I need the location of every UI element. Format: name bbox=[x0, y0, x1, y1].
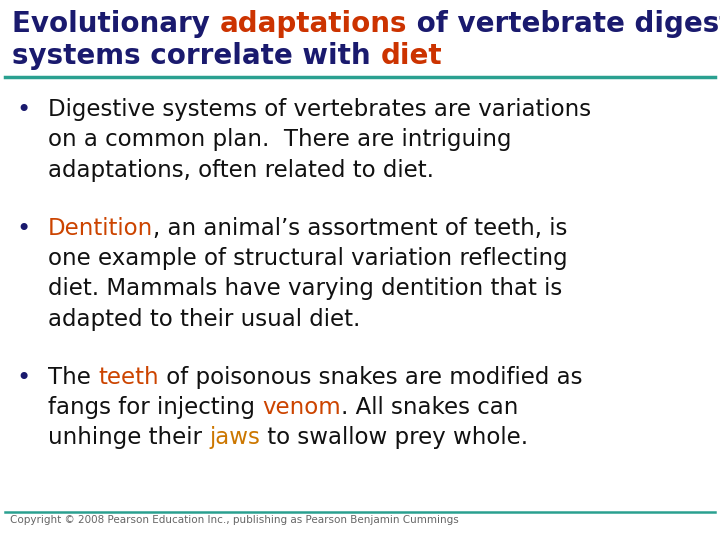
Text: , an animal’s assortment of teeth, is: , an animal’s assortment of teeth, is bbox=[153, 217, 567, 240]
Text: •: • bbox=[16, 366, 30, 390]
Text: The: The bbox=[48, 366, 98, 389]
Text: •: • bbox=[16, 217, 30, 241]
Text: diet. Mammals have varying dentition that is: diet. Mammals have varying dentition tha… bbox=[48, 278, 562, 300]
Text: of vertebrate digestive: of vertebrate digestive bbox=[407, 10, 720, 38]
Text: systems correlate with: systems correlate with bbox=[12, 42, 380, 70]
Text: adaptations: adaptations bbox=[220, 10, 407, 38]
Text: venom: venom bbox=[262, 396, 341, 419]
Text: to swallow prey whole.: to swallow prey whole. bbox=[260, 427, 528, 449]
Text: unhinge their: unhinge their bbox=[48, 427, 210, 449]
Text: on a common plan.  There are intriguing: on a common plan. There are intriguing bbox=[48, 129, 511, 151]
Text: jaws: jaws bbox=[210, 427, 260, 449]
Text: adaptations, often related to diet.: adaptations, often related to diet. bbox=[48, 159, 434, 181]
Text: •: • bbox=[16, 98, 30, 122]
Text: Dentition: Dentition bbox=[48, 217, 153, 240]
Text: one example of structural variation reflecting: one example of structural variation refl… bbox=[48, 247, 567, 270]
Text: of poisonous snakes are modified as: of poisonous snakes are modified as bbox=[158, 366, 582, 389]
Text: adapted to their usual diet.: adapted to their usual diet. bbox=[48, 308, 361, 330]
Text: diet: diet bbox=[380, 42, 442, 70]
Text: fangs for injecting: fangs for injecting bbox=[48, 396, 262, 419]
Text: Digestive systems of vertebrates are variations: Digestive systems of vertebrates are var… bbox=[48, 98, 591, 121]
Text: Copyright © 2008 Pearson Education Inc., publishing as Pearson Benjamin Cummings: Copyright © 2008 Pearson Education Inc.,… bbox=[10, 515, 459, 525]
Text: . All snakes can: . All snakes can bbox=[341, 396, 518, 419]
Text: Evolutionary: Evolutionary bbox=[12, 10, 220, 38]
Text: teeth: teeth bbox=[98, 366, 158, 389]
